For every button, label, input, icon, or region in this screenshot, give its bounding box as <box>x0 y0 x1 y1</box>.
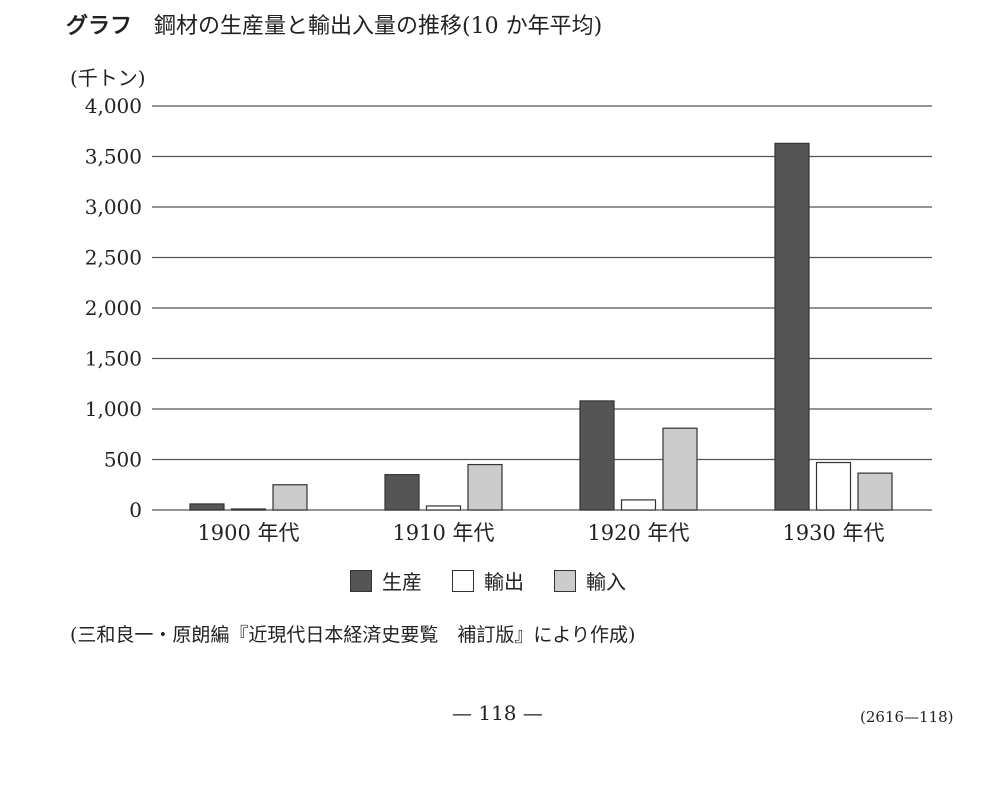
y-tick-label: 3,500 <box>85 145 142 169</box>
x-tick-label: 1920 年代 <box>587 521 689 545</box>
bar <box>425 505 462 511</box>
page-number: — 118 — <box>452 701 543 725</box>
bar-chart: 4,0003,5003,0002,5002,0001,5001,0005000 … <box>85 94 932 545</box>
legend-swatch-export <box>452 569 474 592</box>
legend: 生産 輸出 輸入 <box>350 566 656 595</box>
bar <box>662 427 698 511</box>
legend-swatch-production <box>350 569 372 592</box>
bar <box>815 461 852 511</box>
grid-lines <box>152 105 932 511</box>
legend-label-production: 生産 <box>382 570 422 594</box>
x-tick-label: 1900 年代 <box>197 521 299 545</box>
y-tick-labels: 4,000 3,500 3,000 2,500 2,000 1,500 1,000 500 0 <box>85 94 142 522</box>
source-note: (三和良一・原朗編『近現代日本経済史要覧 補訂版』により作成) <box>70 624 636 646</box>
y-tick-label: 500 <box>104 448 142 472</box>
legend-item-import: 輸入 <box>554 566 626 595</box>
legend-swatch-import <box>554 569 576 592</box>
bar <box>384 474 420 511</box>
y-tick-label: 2,500 <box>85 246 142 270</box>
x-tick-label: 1930 年代 <box>782 521 884 545</box>
legend-label-export: 輸出 <box>484 570 524 594</box>
bar <box>857 472 893 511</box>
bar <box>230 508 267 511</box>
chart-title: 鋼材の生産量と輸出入量の推移(10 か年平均) <box>154 14 603 39</box>
heading-label: グラフ <box>66 14 133 39</box>
bar <box>620 499 657 511</box>
y-tick-label: 4,000 <box>85 94 142 118</box>
bar <box>579 400 615 511</box>
legend-label-import: 輸入 <box>586 570 626 594</box>
y-unit-label: (千トン) <box>70 66 146 90</box>
page-code: (2616—118) <box>860 708 954 726</box>
y-tick-label: 0 <box>129 498 142 522</box>
y-tick-label: 3,000 <box>85 195 142 219</box>
x-tick-labels: 1900 年代 1910 年代 1920 年代 1930 年代 <box>197 521 884 545</box>
bar <box>272 484 308 511</box>
legend-item-export: 輸出 <box>452 566 524 595</box>
bars <box>189 142 893 511</box>
y-tick-label: 1,000 <box>85 397 142 421</box>
y-tick-label: 2,000 <box>85 296 142 320</box>
y-tick-label: 1,500 <box>85 347 142 371</box>
bar <box>774 142 810 511</box>
legend-item-production: 生産 <box>350 566 422 595</box>
bar <box>467 463 503 511</box>
bar <box>189 503 225 511</box>
x-tick-label: 1910 年代 <box>392 521 494 545</box>
chart-heading: グラフ 鋼材の生産量と輸出入量の推移(10 か年平均) <box>66 8 602 40</box>
